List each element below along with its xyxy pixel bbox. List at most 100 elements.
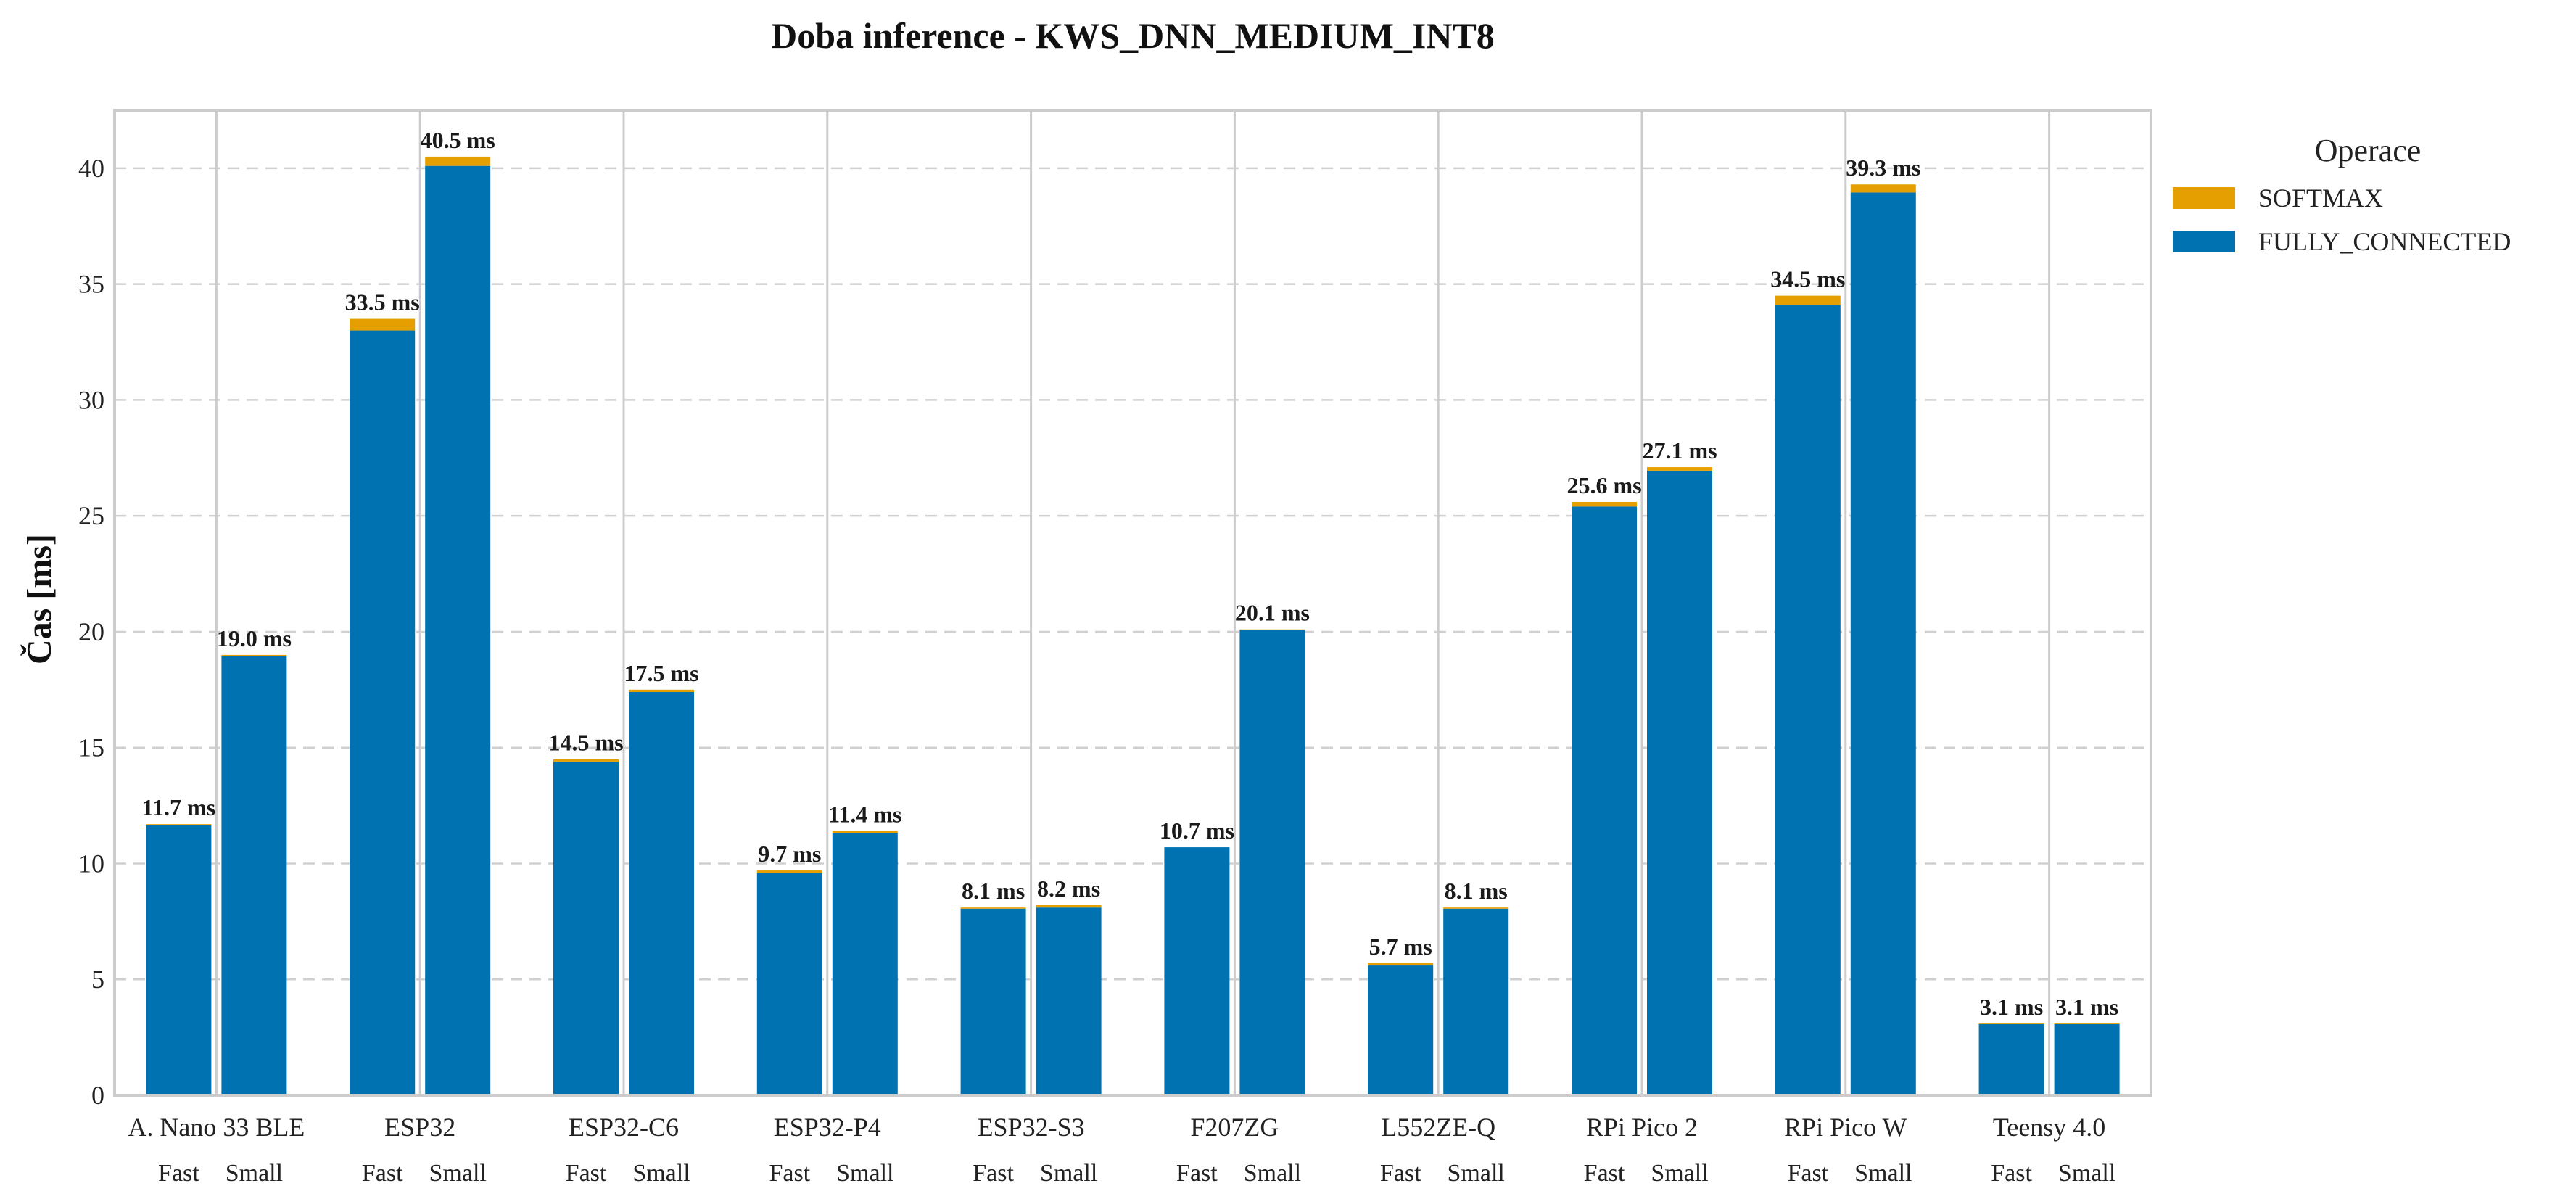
x-subcategory-label: Fast [769, 1160, 810, 1187]
x-subcategory-label: Small [632, 1160, 690, 1187]
bar-softmax [1368, 963, 1434, 966]
bar-total-label: 5.7 ms [1369, 934, 1432, 960]
x-subcategory-label: Fast [566, 1160, 607, 1187]
y-tick-label: 40 [78, 154, 104, 183]
legend-swatch-fully-connected [2173, 231, 2235, 252]
bar-softmax [832, 831, 898, 833]
x-subcategory-label: Small [1651, 1160, 1708, 1187]
bar-total-label: 27.1 ms [1642, 437, 1717, 463]
bar-fully-connected [425, 165, 491, 1096]
grid-layer [115, 110, 2151, 1095]
x-category-label: ESP32-P4 [774, 1113, 881, 1142]
x-subcategory-label: Fast [1991, 1160, 2032, 1187]
bar-total-label: 33.5 ms [345, 289, 420, 316]
bar-fully-connected [2054, 1023, 2120, 1095]
y-tick-label: 20 [78, 617, 104, 646]
y-axis-label: Čas [ms] [20, 534, 59, 664]
bar-softmax [146, 824, 212, 825]
bar-fully-connected [629, 692, 694, 1095]
x-subcategory-label: Small [1040, 1160, 1097, 1187]
bar-fully-connected [960, 908, 1026, 1095]
x-category-label: ESP32-S3 [978, 1113, 1085, 1142]
x-subcategory-label: Small [1854, 1160, 1912, 1187]
y-tick-label: 5 [91, 965, 104, 994]
labels-layer: 11.7 ms 19.0 ms 33.5 ms 40.5 ms 14.5 ms 17.5 … [142, 127, 2118, 1020]
x-subcategory-label: Small [1244, 1160, 1301, 1187]
x-category-label: L552ZE-Q [1381, 1113, 1495, 1142]
y-tick-label: 15 [78, 733, 104, 762]
x-subcategory-label: Small [836, 1160, 893, 1187]
bar-fully-connected [1443, 908, 1509, 1095]
x-category-label: RPi Pico 2 [1586, 1113, 1698, 1142]
legend-label-softmax: SOFTMAX [2258, 184, 2383, 213]
bar-fully-connected [1850, 192, 1916, 1095]
bar-total-label: 8.1 ms [1445, 878, 1508, 904]
legend-label-fully-connected: FULLY_CONNECTED [2258, 227, 2511, 256]
x-subcategory-label: Fast [158, 1160, 199, 1187]
bar-total-label: 20.1 ms [1235, 600, 1310, 626]
bar-total-label: 19.0 ms [217, 625, 292, 651]
legend: Operace SOFTMAX FULLY_CONNECTED [2173, 133, 2511, 256]
bar-total-label: 11.4 ms [828, 802, 901, 828]
y-tick-label: 25 [78, 501, 104, 530]
x-subcategory-label: Small [2058, 1160, 2115, 1187]
bar-fully-connected [832, 833, 898, 1095]
bar-fully-connected [1572, 506, 1637, 1095]
bar-fully-connected [756, 873, 822, 1095]
x-subcategory-label: Fast [1176, 1160, 1218, 1187]
bar-total-label: 9.7 ms [758, 841, 821, 867]
x-category-label: Teensy 4.0 [1993, 1113, 2105, 1142]
x-subcategory-label: Fast [362, 1160, 403, 1187]
bar-softmax [2054, 1023, 2120, 1024]
x-subcategory-label: Fast [973, 1160, 1014, 1187]
bar-softmax [553, 759, 619, 762]
bar-total-label: 34.5 ms [1770, 266, 1845, 292]
x-subcategory-label: Small [1448, 1160, 1505, 1187]
x-subcategory-label: Small [226, 1160, 283, 1187]
x-subcategory-label: Fast [1787, 1160, 1828, 1187]
bar-fully-connected [553, 761, 619, 1095]
x-subcategory-label: Small [429, 1160, 487, 1187]
bar-fully-connected [1368, 965, 1434, 1095]
bar-fully-connected [1239, 630, 1305, 1095]
bar-softmax [1443, 907, 1509, 909]
x-category-label: RPi Pico W [1784, 1113, 1907, 1142]
y-tick-label: 0 [91, 1081, 104, 1110]
bar-softmax [425, 156, 491, 166]
legend-swatch-softmax [2173, 187, 2235, 209]
x-category-label: ESP32 [384, 1113, 455, 1142]
bar-softmax [1850, 184, 1916, 193]
bar-fully-connected [146, 825, 212, 1095]
bar-softmax [629, 689, 694, 693]
bar-softmax [1647, 467, 1712, 471]
bar-softmax [1978, 1023, 2044, 1024]
axes-layer: 0 5 10 15 20 25 30 35 40 A. Nano 33 BLE Fast Small E… [78, 109, 2152, 1187]
bar-total-label: 11.7 ms [142, 794, 215, 820]
bar-softmax [221, 654, 287, 656]
x-category-label: ESP32-C6 [569, 1113, 679, 1142]
bar-softmax [1775, 295, 1841, 305]
bars-layer [146, 156, 2120, 1096]
y-tick-label: 35 [78, 270, 104, 299]
bar-fully-connected [1775, 305, 1841, 1096]
bar-fully-connected [1978, 1023, 2044, 1095]
y-tick-label: 30 [78, 385, 104, 414]
bar-fully-connected [221, 656, 287, 1095]
bar-fully-connected [1164, 847, 1230, 1095]
x-subcategory-label: Fast [1380, 1160, 1421, 1187]
bar-total-label: 3.1 ms [2055, 994, 2118, 1020]
plot-frame [113, 109, 2152, 1097]
bar-total-label: 39.3 ms [1846, 154, 1920, 181]
bar-total-label: 17.5 ms [624, 660, 698, 686]
x-category-label: A. Nano 33 BLE [128, 1113, 305, 1142]
x-subcategory-label: Fast [1584, 1160, 1625, 1187]
chart-title: Doba inference - KWS_DNN_MEDIUM_INT8 [771, 15, 1495, 56]
bar-total-label: 3.1 ms [1980, 994, 2043, 1020]
bar-softmax [350, 318, 416, 331]
bar-total-label: 8.1 ms [962, 878, 1025, 904]
bar-fully-connected [1647, 470, 1712, 1095]
bar-softmax [960, 907, 1026, 909]
bar-total-label: 10.7 ms [1160, 817, 1234, 844]
